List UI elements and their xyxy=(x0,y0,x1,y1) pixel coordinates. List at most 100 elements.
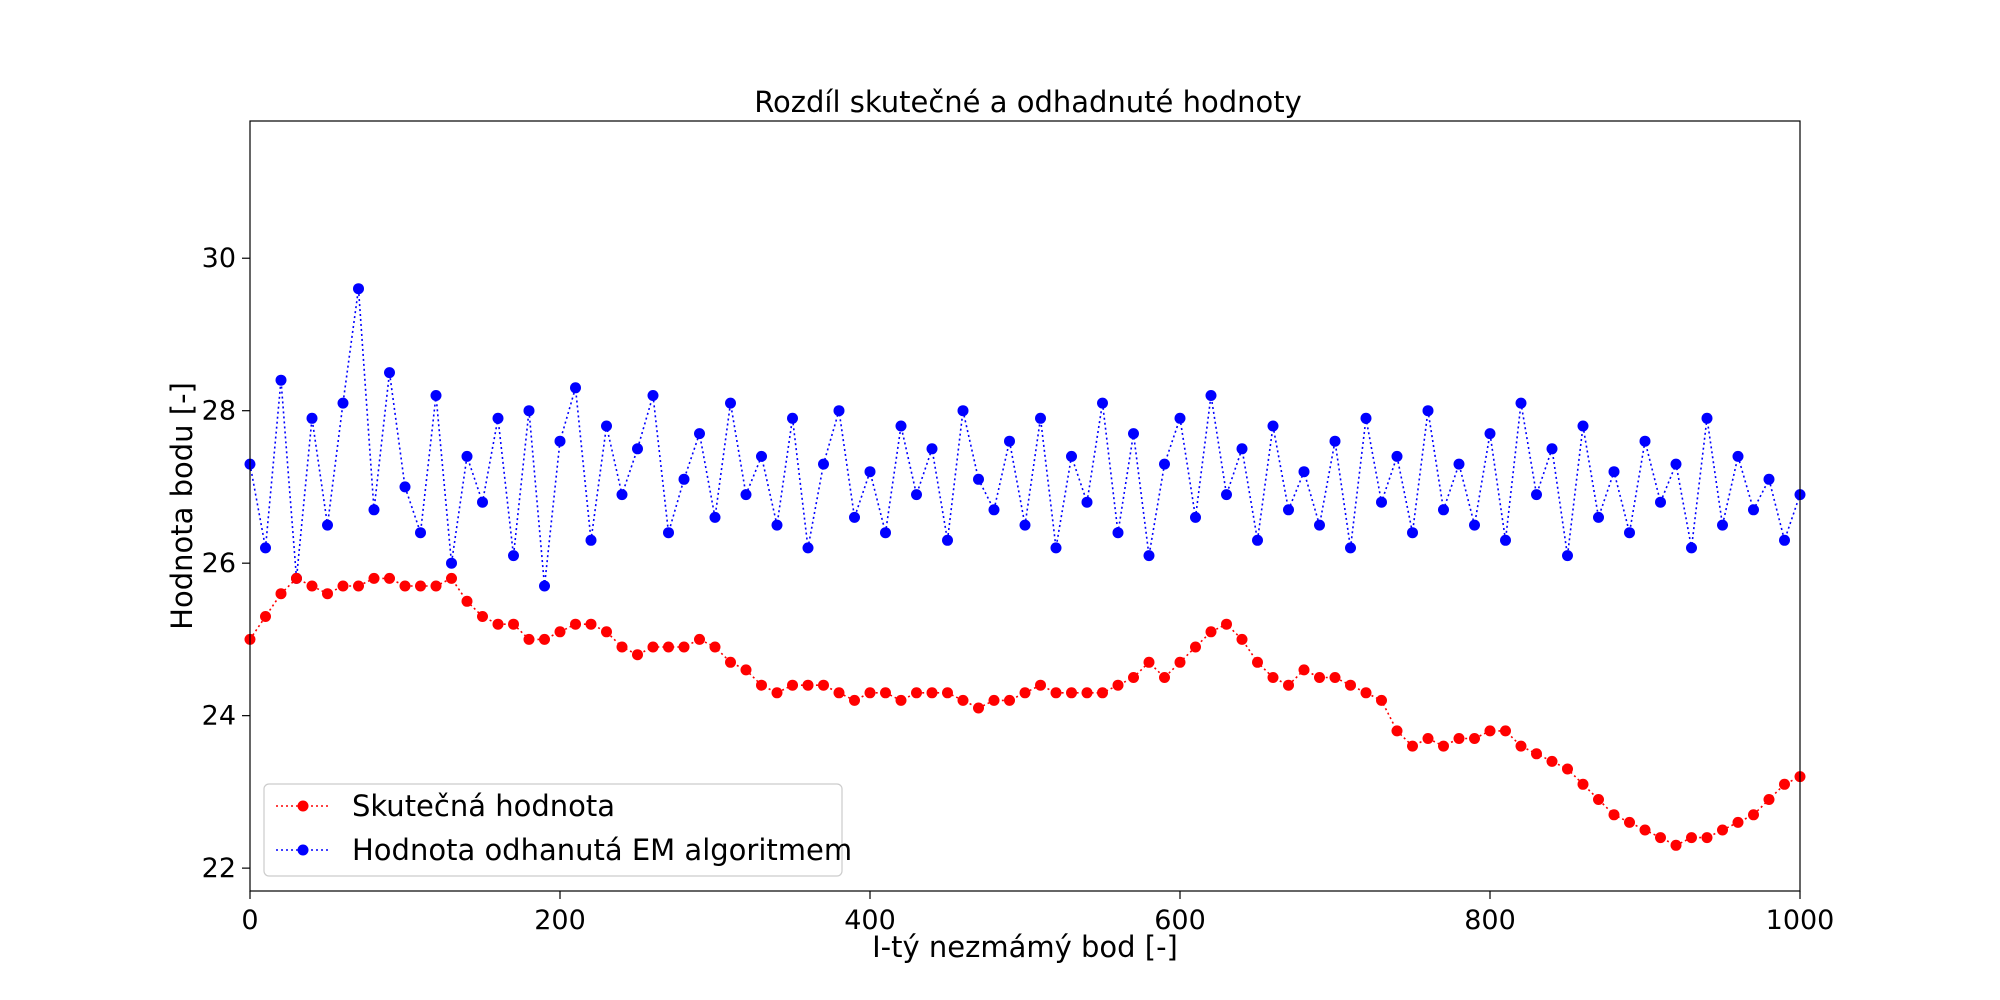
series-0-point-70 xyxy=(1329,672,1341,683)
series-0-point-44 xyxy=(926,687,938,699)
series-0-point-85 xyxy=(1562,763,1573,775)
series-0-point-50 xyxy=(1019,687,1031,699)
series-0-point-73 xyxy=(1376,694,1387,706)
series-1-point-51 xyxy=(1035,412,1046,424)
series-0-point-46 xyxy=(957,694,969,706)
series-1-point-43 xyxy=(911,489,922,501)
series-0-point-62 xyxy=(1205,626,1217,638)
series-1-point-15 xyxy=(477,496,488,508)
series-0-point-24 xyxy=(616,641,628,653)
series-1-point-49 xyxy=(1004,435,1015,447)
series-1-point-36 xyxy=(802,542,814,554)
series-1-point-78 xyxy=(1453,458,1465,470)
series-1-point-57 xyxy=(1128,428,1139,440)
legend-frame xyxy=(263,783,843,877)
series-1-point-32 xyxy=(740,489,752,501)
series-1-point-55 xyxy=(1097,397,1108,409)
series-0-line xyxy=(249,577,1801,847)
series-0-point-32 xyxy=(740,664,752,676)
series-1-point-97 xyxy=(1748,504,1759,516)
series-0-point-47 xyxy=(973,702,984,714)
legend-label-estimated: Hodnota odhanutá EM algoritmem xyxy=(352,833,852,867)
series-1-point-35 xyxy=(787,412,798,424)
series-0-point-55 xyxy=(1097,687,1108,699)
series-0-point-39 xyxy=(849,694,860,706)
series-1-point-59 xyxy=(1159,458,1170,470)
series-0-point-59 xyxy=(1159,672,1170,683)
series-0-point-33 xyxy=(756,679,767,691)
series-0-point-13 xyxy=(446,572,457,584)
series-0-point-53 xyxy=(1066,687,1077,699)
series-0-point-21 xyxy=(570,618,581,630)
series-0-point-15 xyxy=(477,611,488,622)
series-1-point-12 xyxy=(430,390,442,401)
series-0-point-96 xyxy=(1732,816,1744,828)
series-0-point-90 xyxy=(1639,824,1651,836)
series-1-point-10 xyxy=(399,481,411,493)
series-0-point-77 xyxy=(1438,740,1449,752)
x-tick-label-3: 600 xyxy=(1154,905,1206,936)
y-tick-label-3: 28 xyxy=(202,396,236,427)
series-1-point-58 xyxy=(1143,550,1155,562)
series-0-point-82 xyxy=(1515,740,1527,752)
series-0-point-9 xyxy=(384,572,395,584)
series-1-point-85 xyxy=(1562,550,1573,562)
series-0-point-37 xyxy=(818,679,829,691)
series-0-point-74 xyxy=(1391,725,1403,737)
series-0-point-3 xyxy=(291,572,302,584)
series-0-point-97 xyxy=(1748,809,1759,821)
series-0-point-25 xyxy=(632,649,643,661)
y-tick-label-1: 24 xyxy=(202,701,236,732)
series-1-point-77 xyxy=(1438,504,1449,516)
legend-label-real: Skutečná hodnota xyxy=(352,789,615,823)
series-0-point-51 xyxy=(1035,679,1046,691)
series-0-point-87 xyxy=(1593,794,1604,805)
series-0-point-57 xyxy=(1128,672,1139,683)
series-1-point-18 xyxy=(523,405,535,417)
series-1-point-73 xyxy=(1376,496,1387,508)
series-1-point-89 xyxy=(1624,527,1635,539)
y-tick-label-2: 26 xyxy=(202,548,236,579)
series-0-point-22 xyxy=(585,618,597,630)
series-0-point-2 xyxy=(275,588,287,600)
series-1-point-37 xyxy=(818,458,829,470)
series-0-point-58 xyxy=(1143,656,1155,668)
series-0-point-95 xyxy=(1717,824,1728,836)
series-1-point-11 xyxy=(415,527,426,539)
series-1-point-62 xyxy=(1205,390,1217,401)
series-1-point-76 xyxy=(1422,405,1434,417)
series-0-point-86 xyxy=(1577,778,1589,790)
series-1-point-60 xyxy=(1174,412,1186,424)
series-1-point-29 xyxy=(694,428,705,440)
series-1-point-42 xyxy=(895,420,907,432)
series-1-point-7 xyxy=(353,283,364,295)
series-0-point-89 xyxy=(1624,816,1635,828)
series-1 xyxy=(244,283,1806,592)
legend-swatch-marker-estimated xyxy=(297,844,309,856)
series-0-point-30 xyxy=(709,641,721,653)
series-0-point-18 xyxy=(523,633,535,645)
series-0-point-28 xyxy=(678,641,690,653)
series-1-point-66 xyxy=(1267,420,1279,432)
series-1-point-8 xyxy=(368,504,380,516)
series-1-point-80 xyxy=(1484,428,1496,440)
series-0-point-48 xyxy=(988,694,1000,706)
series-0-point-91 xyxy=(1655,832,1666,844)
series-1-point-39 xyxy=(849,511,860,523)
series-1-point-38 xyxy=(833,405,845,417)
series-0-point-49 xyxy=(1004,694,1015,706)
series-1-point-84 xyxy=(1546,443,1558,455)
series-0-point-64 xyxy=(1236,633,1248,645)
series-1-point-27 xyxy=(663,527,674,539)
series-0-point-69 xyxy=(1314,672,1325,683)
series-0-point-41 xyxy=(880,687,891,699)
series-1-point-9 xyxy=(384,367,395,379)
series-0-point-29 xyxy=(694,633,705,645)
series-1-point-19 xyxy=(539,580,550,592)
series-0-point-16 xyxy=(492,618,504,630)
series-1-point-47 xyxy=(973,473,984,485)
series-0-point-93 xyxy=(1686,832,1697,844)
series-1-point-48 xyxy=(988,504,1000,516)
series-1-point-50 xyxy=(1019,519,1031,531)
series-0-point-76 xyxy=(1422,733,1434,744)
